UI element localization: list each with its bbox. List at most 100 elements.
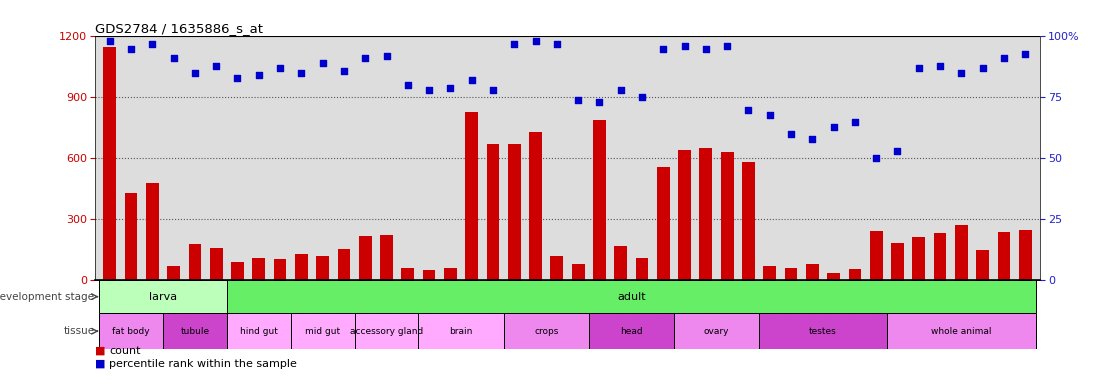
Point	[442, 84, 460, 91]
Text: development stage: development stage	[0, 291, 95, 302]
Text: tubule: tubule	[181, 327, 210, 336]
Bar	[848, 269, 862, 280]
Bar	[381, 235, 393, 280]
Point	[122, 46, 140, 52]
Bar	[316, 256, 329, 280]
Point	[356, 55, 374, 61]
Point	[421, 87, 439, 93]
Text: mid gut: mid gut	[305, 327, 340, 336]
Bar	[355, 313, 418, 349]
Point	[314, 60, 331, 66]
Bar	[252, 258, 266, 280]
Bar	[104, 46, 116, 280]
Point	[633, 94, 651, 101]
Bar	[337, 249, 350, 280]
Bar	[99, 313, 163, 349]
Bar	[913, 237, 925, 280]
Point	[335, 68, 353, 74]
Point	[271, 65, 289, 71]
Bar	[487, 144, 499, 280]
Text: hind gut: hind gut	[240, 327, 278, 336]
Point	[484, 87, 502, 93]
Text: accessory gland: accessory gland	[350, 327, 423, 336]
Point	[229, 75, 247, 81]
Bar	[742, 162, 754, 280]
Bar	[759, 313, 887, 349]
Point	[1017, 50, 1035, 56]
Point	[952, 70, 970, 76]
Point	[888, 148, 906, 154]
Point	[973, 65, 991, 71]
Text: ovary: ovary	[704, 327, 729, 336]
Bar	[721, 152, 733, 280]
Point	[398, 82, 416, 88]
Text: ■: ■	[95, 359, 105, 369]
Bar	[806, 264, 819, 280]
Text: ■: ■	[95, 346, 105, 356]
Text: percentile rank within the sample: percentile rank within the sample	[109, 359, 297, 369]
Bar	[887, 313, 1036, 349]
Point	[654, 46, 672, 52]
Bar	[167, 266, 180, 280]
Bar	[955, 225, 968, 280]
Bar	[679, 150, 691, 280]
Bar	[614, 246, 627, 280]
Text: tissue: tissue	[64, 326, 95, 336]
Text: count: count	[109, 346, 141, 356]
Point	[250, 73, 268, 79]
Bar	[763, 266, 776, 280]
Bar	[125, 193, 137, 280]
Bar	[291, 313, 355, 349]
Bar	[976, 250, 989, 280]
Bar	[589, 313, 674, 349]
Point	[569, 97, 587, 103]
Text: brain: brain	[450, 327, 473, 336]
Bar	[529, 132, 542, 280]
Point	[377, 53, 395, 59]
Point	[867, 156, 885, 162]
Bar	[189, 244, 201, 280]
Point	[186, 70, 204, 76]
Point	[612, 87, 629, 93]
Bar	[227, 313, 291, 349]
Bar	[423, 270, 435, 280]
Bar	[227, 280, 1036, 313]
Bar	[503, 313, 589, 349]
Point	[782, 131, 800, 137]
Text: testes: testes	[809, 327, 837, 336]
Text: crops: crops	[535, 327, 558, 336]
Point	[761, 111, 779, 118]
Point	[463, 77, 481, 83]
Text: whole animal: whole animal	[931, 327, 992, 336]
Point	[825, 124, 843, 130]
Bar	[636, 258, 648, 280]
Bar	[700, 148, 712, 280]
Text: adult: adult	[617, 291, 646, 302]
Point	[506, 41, 523, 47]
Bar	[273, 259, 287, 280]
Bar	[785, 268, 798, 280]
Bar	[99, 280, 227, 313]
Point	[548, 41, 566, 47]
Bar	[465, 112, 478, 280]
Point	[144, 41, 162, 47]
Point	[100, 38, 118, 45]
Bar	[1019, 230, 1031, 280]
Point	[527, 38, 545, 45]
Bar	[508, 144, 521, 280]
Point	[590, 99, 608, 105]
Text: head: head	[620, 327, 643, 336]
Bar	[674, 313, 759, 349]
Bar	[891, 243, 904, 280]
Text: GDS2784 / 1635886_s_at: GDS2784 / 1635886_s_at	[95, 22, 263, 35]
Point	[740, 107, 758, 113]
Bar	[998, 232, 1010, 280]
Bar	[869, 230, 883, 280]
Point	[910, 65, 927, 71]
Point	[208, 63, 225, 69]
Point	[696, 46, 714, 52]
Point	[804, 136, 821, 142]
Point	[719, 43, 737, 49]
Text: larva: larva	[148, 291, 177, 302]
Bar	[210, 248, 222, 280]
